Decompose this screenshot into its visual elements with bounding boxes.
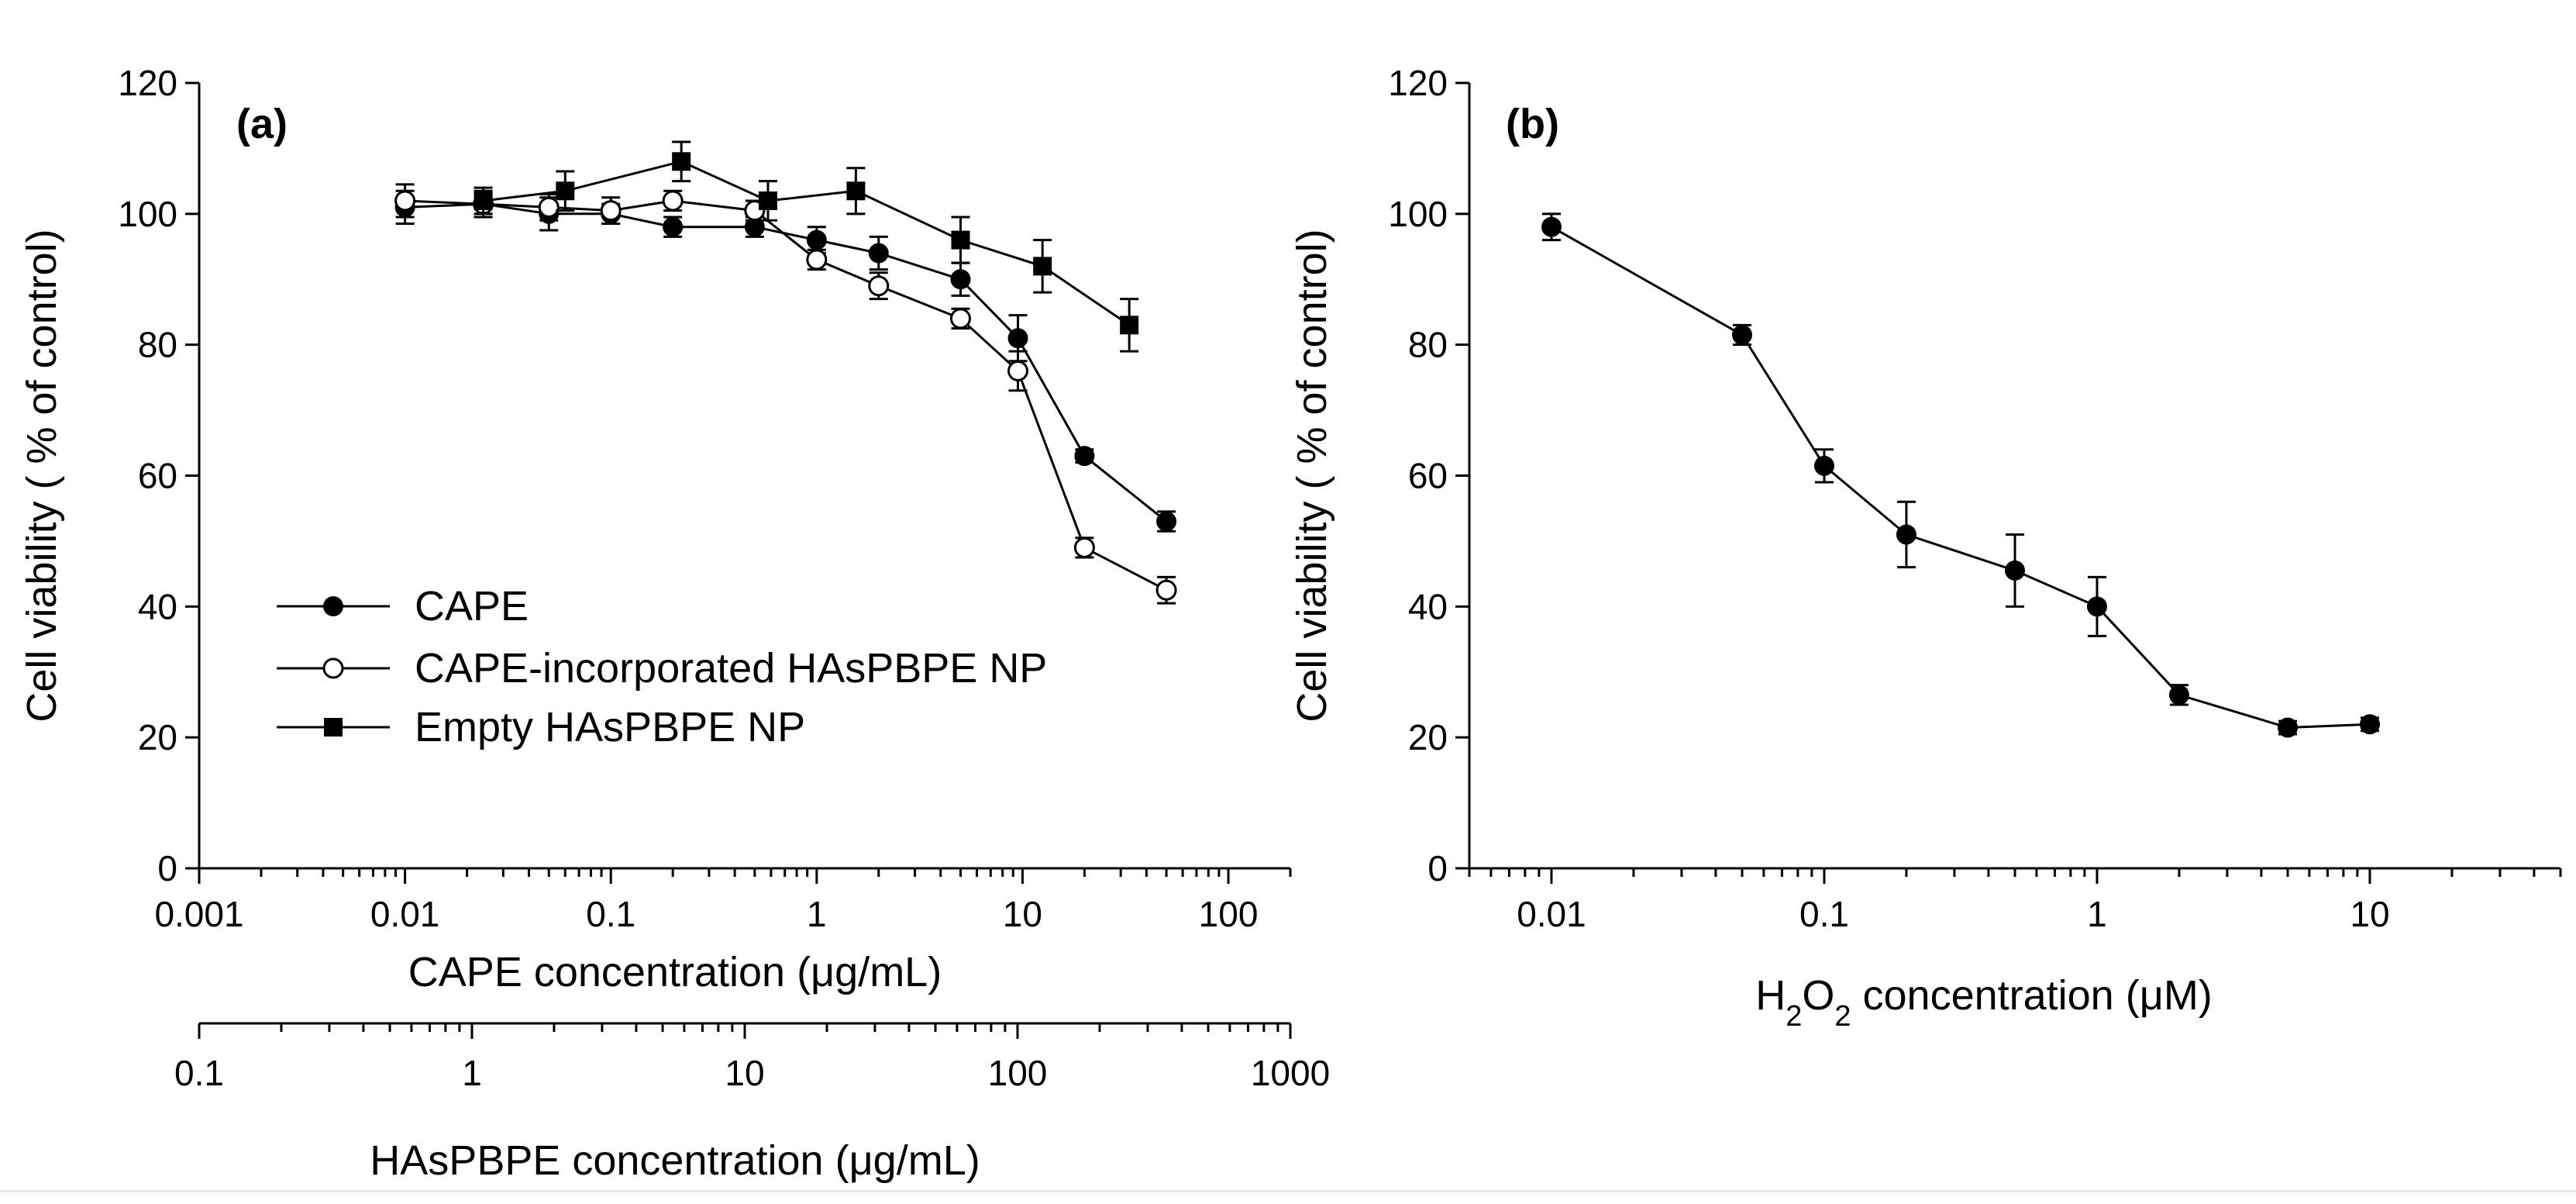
x-axis-title-subscript: 2 — [1786, 1000, 1802, 1033]
y-axis-title: Cell viability ( % of control) — [1289, 229, 1335, 722]
data-point — [2086, 596, 2107, 617]
data-point — [1007, 360, 1029, 381]
panel-b: 0 20 40 60 80 100 120 0.01 0.1 1 10 (b) Cell viabili… — [1289, 63, 2562, 1033]
y-tick-label: 40 — [1408, 586, 1448, 626]
data-point — [1541, 216, 1562, 237]
data-point — [2168, 685, 2189, 705]
secondary-x-axis: 0.1 1 10 100 1000 HAsPBPE concentration (μg/m… — [174, 1022, 1330, 1184]
data-point — [1732, 325, 1752, 346]
x-tick-label: 10 — [1003, 894, 1042, 934]
data-point — [672, 152, 691, 171]
y-tick-label: 60 — [138, 456, 177, 496]
secondary-x-tick-label: 10 — [725, 1053, 764, 1093]
x-axis-title: H2O2 concentration (μM) — [1755, 972, 2213, 1033]
legend-marker — [322, 657, 344, 679]
series-2 — [394, 183, 1177, 605]
y-tick-label: 80 — [1408, 325, 1448, 365]
data-point — [1813, 455, 1834, 476]
data-point — [662, 190, 684, 212]
panel-a: 0 20 40 60 80 100 120 0.001 0.01 0.1 1 10 100 (a) Cell… — [19, 63, 1330, 1184]
y-tick-label: 120 — [1388, 63, 1448, 103]
x-tick-label: 0.01 — [370, 894, 440, 934]
y-tick-label: 80 — [138, 325, 177, 365]
legend-marker — [324, 718, 343, 737]
data-point — [868, 243, 889, 264]
data-point — [1896, 524, 1917, 545]
x-tick-label: 1 — [2087, 894, 2107, 934]
data-point — [1155, 579, 1177, 601]
legend-marker — [323, 596, 343, 616]
legend: CAPE CAPE-incorporated HAsPBPE NP Empty HA… — [277, 583, 1047, 750]
series-1 — [1541, 212, 2380, 738]
y-tick-label: 0 — [1427, 848, 1448, 888]
y-tick-label: 100 — [118, 194, 177, 234]
data-point — [868, 275, 890, 297]
data-point — [1120, 316, 1139, 335]
x-tick-label: 1 — [807, 894, 827, 934]
x-tick-label: 0.01 — [1517, 894, 1586, 934]
secondary-x-tick-label: 1 — [462, 1053, 482, 1093]
data-point — [806, 249, 828, 271]
data-point — [1073, 536, 1095, 558]
data-point — [1007, 328, 1028, 349]
y-tick-label: 40 — [138, 586, 177, 626]
x-tick-label: 0.1 — [586, 894, 635, 934]
series-3 — [474, 140, 1139, 353]
x-axis-title-part: O — [1802, 972, 1834, 1019]
x-tick-label: 0.1 — [1799, 894, 1849, 934]
y-tick-label: 120 — [118, 63, 177, 103]
data-point — [951, 230, 970, 250]
data-point — [744, 216, 765, 237]
data-point — [949, 308, 971, 329]
x-axis-title-subscript: 2 — [1834, 1000, 1851, 1033]
data-point — [846, 181, 866, 201]
data-point — [2005, 560, 2025, 581]
data-point — [663, 216, 684, 237]
y-axis-title: Cell viability ( % of control) — [19, 229, 65, 722]
data-point — [1156, 511, 1177, 532]
data-point — [1074, 446, 1095, 467]
x-tick-label: 0.001 — [154, 894, 243, 934]
series-line — [1551, 226, 2371, 730]
secondary-x-tick-label: 100 — [988, 1053, 1048, 1093]
bottom-divider — [0, 1190, 2576, 1192]
data-point — [2359, 714, 2380, 735]
panel-label: (a) — [236, 101, 288, 147]
data-point — [600, 200, 622, 222]
data-point — [950, 269, 971, 290]
y-tick-label: 0 — [157, 848, 177, 888]
data-point — [538, 196, 560, 218]
series-line — [483, 160, 1131, 326]
legend-entry: CAPE — [415, 583, 529, 630]
y-tick-label: 20 — [1408, 717, 1448, 757]
series-line — [405, 202, 1168, 523]
x-axis-title: CAPE concentration (μg/mL) — [408, 949, 942, 995]
x-axis-title-part: H — [1755, 972, 1786, 1019]
data-point — [806, 229, 827, 250]
secondary-x-tick-label: 0.1 — [174, 1053, 224, 1093]
data-point — [758, 191, 777, 210]
data-point — [474, 191, 493, 210]
legend-entry: Empty HAsPBPE NP — [415, 704, 805, 750]
secondary-x-axis-title: HAsPBPE concentration (μg/mL) — [370, 1137, 980, 1184]
data-point — [1033, 257, 1052, 276]
data-point — [394, 190, 416, 212]
secondary-x-tick-label: 1000 — [1251, 1053, 1330, 1093]
x-axis-title-part: concentration (μM) — [1851, 972, 2213, 1019]
y-tick-label: 60 — [1408, 456, 1448, 496]
x-tick-label: 100 — [1199, 894, 1259, 934]
data-point — [556, 181, 575, 201]
x-tick-label: 10 — [2350, 894, 2389, 934]
panel-label: (b) — [1506, 101, 1559, 147]
legend-entry: CAPE-incorporated HAsPBPE NP — [415, 645, 1047, 692]
y-tick-label: 20 — [138, 717, 177, 757]
series-line — [405, 199, 1167, 592]
y-tick-label: 100 — [1388, 194, 1448, 234]
data-point — [2278, 717, 2298, 738]
